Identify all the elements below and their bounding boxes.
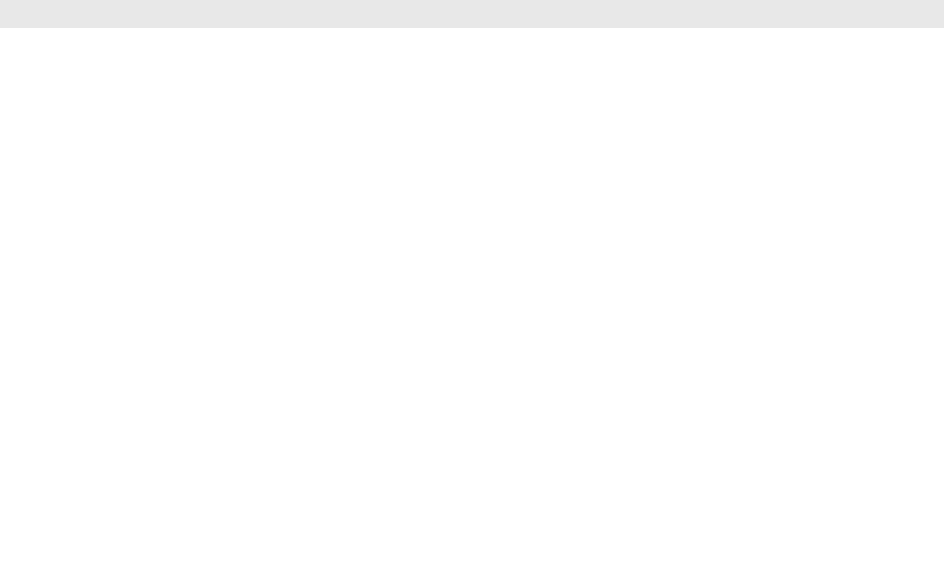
event-header xyxy=(0,0,944,28)
time-range-line xyxy=(0,17,944,28)
trace-panel-stack xyxy=(0,28,944,580)
event-summary-line xyxy=(0,0,944,17)
